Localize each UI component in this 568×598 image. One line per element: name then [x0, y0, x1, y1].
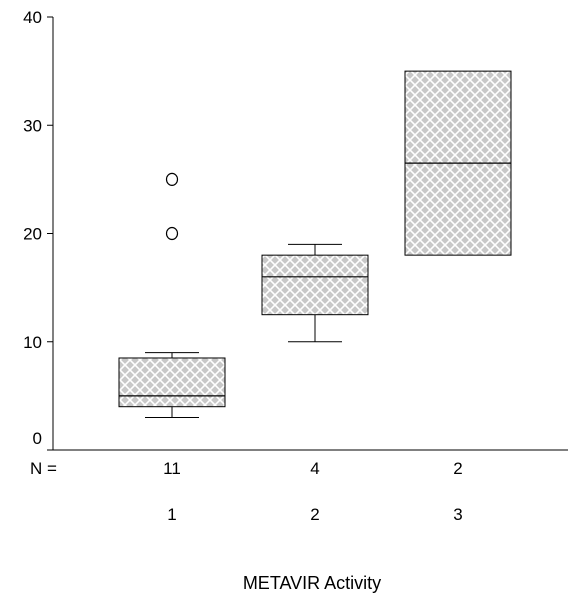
- n-value-label: 11: [163, 459, 181, 478]
- y-tick-label: 0: [33, 429, 42, 448]
- box-group-2: [261, 243, 369, 343]
- outlier-point: [165, 226, 179, 241]
- y-tick-label: 20: [23, 225, 42, 244]
- x-axis-title: METAVIR Activity: [243, 573, 381, 593]
- n-value-label: 4: [310, 459, 319, 478]
- y-tick-label: 40: [23, 8, 42, 27]
- x-category-label: 1: [167, 505, 176, 524]
- x-category-label: 2: [310, 505, 319, 524]
- y-tick-label: 30: [23, 116, 42, 135]
- box-group-3: [404, 70, 512, 256]
- n-label: N =: [30, 459, 57, 478]
- box-iqr: [118, 357, 226, 408]
- y-tick-label: 10: [23, 333, 42, 352]
- n-value-label: 2: [453, 459, 462, 478]
- box-iqr: [261, 254, 369, 316]
- outlier-point: [165, 172, 179, 186]
- x-category-label: 3: [453, 505, 462, 524]
- box-group-1: [118, 172, 226, 419]
